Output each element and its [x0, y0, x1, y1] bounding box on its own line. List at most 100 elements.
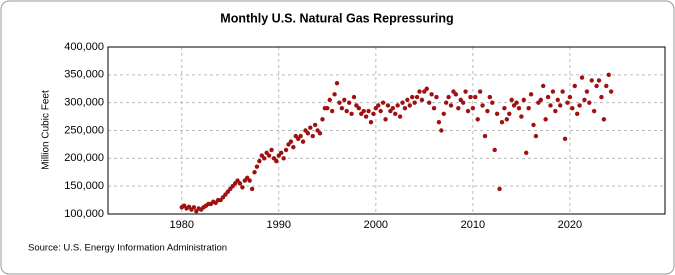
point: [543, 117, 548, 122]
point: [555, 97, 560, 103]
point: [419, 97, 425, 103]
point: [460, 100, 466, 105]
point: [475, 117, 480, 122]
point: [269, 147, 274, 153]
point: [504, 117, 510, 122]
point: [574, 111, 580, 117]
point: [497, 186, 502, 192]
source-note: Source: U.S. Energy Information Administ…: [28, 243, 227, 254]
point: [310, 133, 315, 139]
point: [337, 100, 342, 105]
point: [548, 103, 553, 108]
point: [332, 92, 337, 97]
point: [587, 100, 592, 105]
point: [490, 100, 495, 105]
point: [378, 108, 383, 114]
point: [371, 111, 376, 117]
point: [402, 106, 408, 111]
point: [400, 100, 405, 105]
point: [524, 150, 529, 155]
point: [436, 119, 442, 125]
point: [589, 78, 594, 83]
point: [531, 122, 536, 128]
point: [599, 94, 604, 100]
point: [550, 89, 556, 94]
point: [274, 158, 279, 164]
point: [291, 145, 296, 150]
y-tick-label: 250,000: [64, 124, 104, 136]
point: [514, 100, 519, 105]
point: [283, 147, 289, 153]
point: [448, 103, 454, 108]
point: [456, 106, 461, 111]
point: [414, 94, 420, 100]
point: [334, 80, 340, 86]
point: [533, 133, 539, 139]
point: [473, 94, 478, 100]
point: [441, 111, 446, 117]
point: [560, 89, 565, 94]
point: [562, 136, 568, 142]
point: [591, 108, 597, 114]
point: [487, 94, 493, 100]
y-tick-label: 350,000: [64, 69, 104, 81]
point: [247, 178, 252, 183]
chart-title: Monthly U.S. Natural Gas Repressuring: [220, 11, 453, 25]
point: [470, 106, 476, 111]
x-tick-label: 2000: [364, 219, 388, 231]
point: [300, 139, 306, 144]
point: [477, 89, 483, 94]
y-tick-label: 150,000: [64, 180, 104, 192]
point: [405, 97, 410, 103]
point: [397, 114, 403, 119]
point: [390, 106, 396, 111]
point: [325, 106, 330, 111]
point: [380, 100, 386, 105]
point: [570, 106, 575, 111]
point: [594, 83, 599, 89]
point: [249, 186, 255, 192]
x-tick-label: 2010: [461, 219, 485, 231]
point: [366, 108, 371, 114]
point: [507, 111, 512, 117]
point: [526, 106, 531, 111]
point: [567, 94, 573, 100]
point: [349, 111, 354, 117]
point: [305, 131, 311, 136]
point: [577, 103, 582, 108]
point: [545, 94, 551, 100]
point: [254, 164, 260, 169]
point: [494, 111, 500, 117]
point: [240, 185, 245, 190]
point: [601, 117, 607, 122]
point: [480, 103, 485, 108]
point: [376, 103, 381, 108]
point: [363, 114, 369, 119]
x-tick-label: 1980: [170, 219, 194, 231]
point: [426, 100, 432, 105]
point: [519, 114, 524, 119]
point: [485, 108, 490, 114]
point: [417, 89, 422, 94]
point: [395, 103, 400, 108]
point: [431, 106, 437, 111]
point: [439, 128, 444, 133]
x-tick-label: 1990: [267, 219, 291, 231]
point: [368, 119, 374, 125]
point: [443, 100, 449, 105]
point: [288, 139, 294, 144]
point: [266, 153, 272, 158]
point: [582, 97, 587, 103]
point: [237, 181, 243, 186]
point: [312, 122, 318, 128]
point: [385, 103, 391, 108]
y-tick-label: 200,000: [64, 152, 104, 164]
point: [298, 133, 303, 139]
point: [538, 97, 543, 103]
point: [465, 108, 471, 114]
point: [308, 125, 313, 130]
point: [482, 133, 488, 139]
point: [262, 156, 267, 161]
point: [434, 94, 439, 100]
point: [281, 156, 286, 161]
